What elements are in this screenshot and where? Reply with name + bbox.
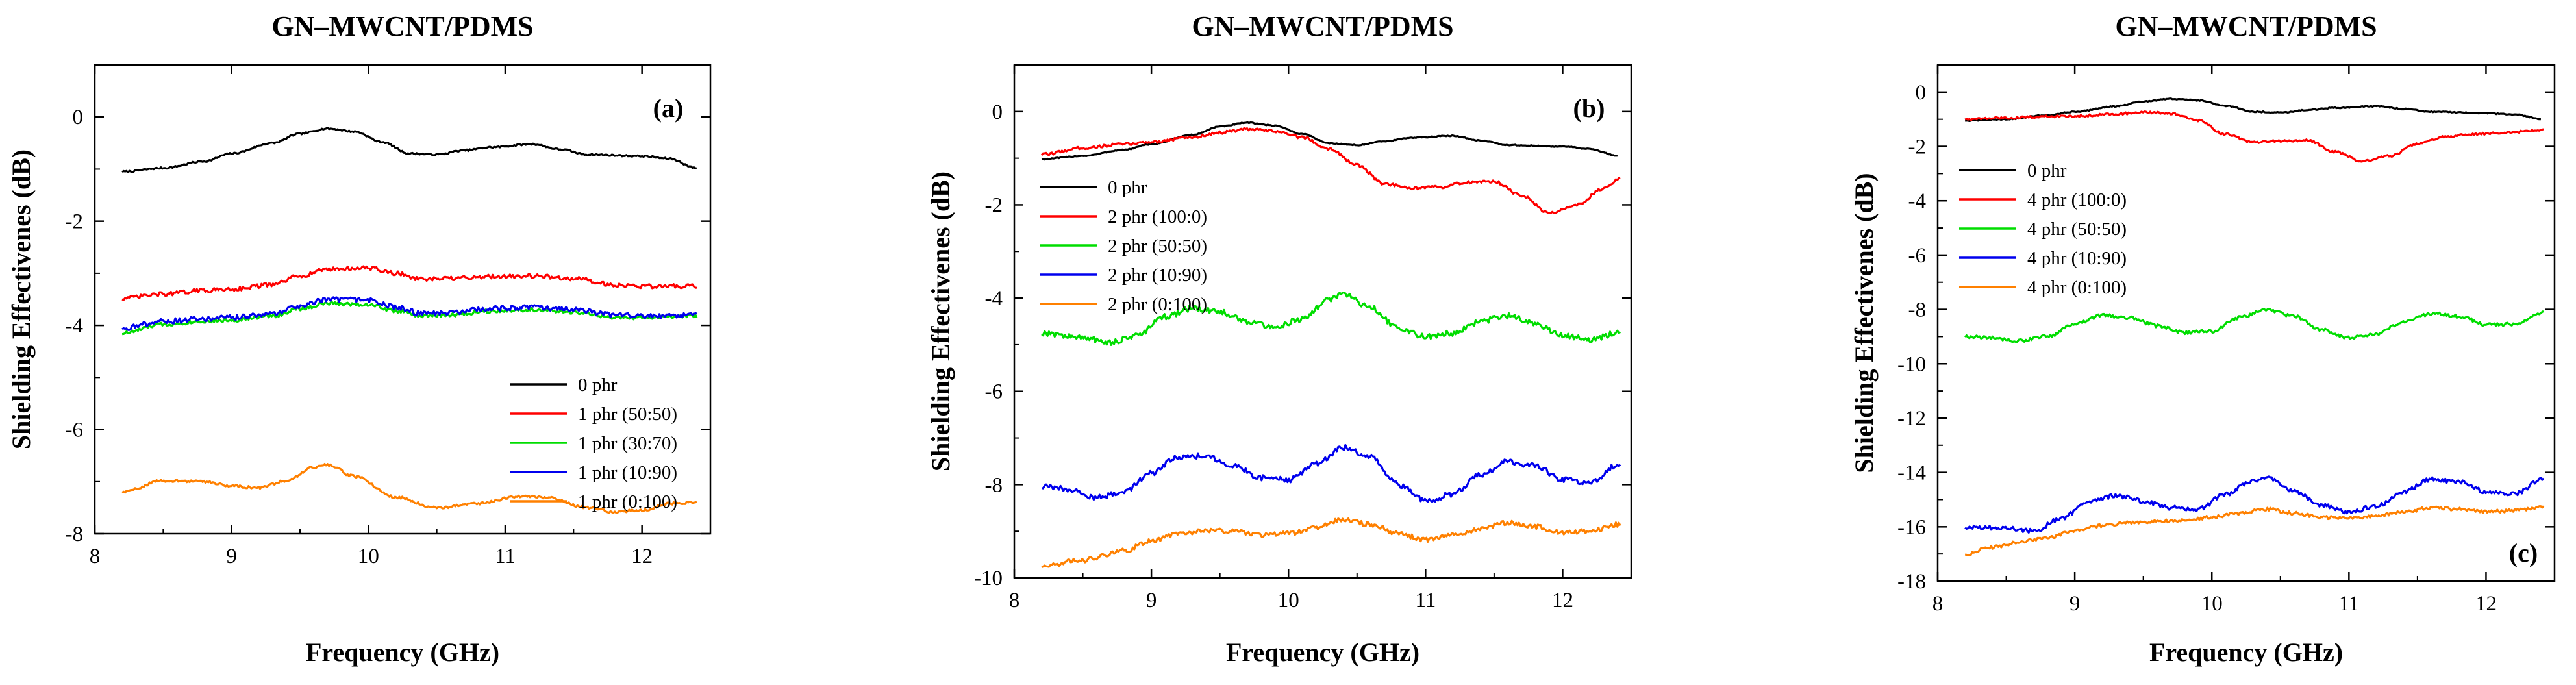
y-tick-label: -8 xyxy=(66,523,84,546)
series-line-2 xyxy=(1040,127,1621,214)
y-tick-label: -8 xyxy=(1908,299,1927,322)
x-tick-label: 9 xyxy=(1146,589,1157,612)
chart-title: GN–MWCNT/PDMS xyxy=(271,10,533,42)
legend-label: 2 phr (50:50) xyxy=(1108,236,1207,256)
legend: 0 phr 1 phr (50:50) 1 phr (30:70) 1 phr (10… xyxy=(510,375,677,512)
x-tick-label: 9 xyxy=(226,545,237,568)
panel-label: (b) xyxy=(1573,93,1605,123)
plot-frame xyxy=(94,64,712,535)
legend-label: 4 phr (0:100) xyxy=(2027,277,2127,298)
legend-label: 1 phr (0:100) xyxy=(578,492,677,512)
panel-label: (c) xyxy=(2509,538,2538,567)
chart-panel-1: GN–MWCNT/PDMS 8 9 10 11 12 -8 -6 -4 -2 0 Frequency … xyxy=(6,10,712,667)
y-tick-label: -10 xyxy=(974,567,1003,590)
plot-frame xyxy=(1936,64,2556,582)
series-line-2 xyxy=(121,265,697,301)
y-tick-label: -2 xyxy=(985,193,1003,217)
x-tick-label: 12 xyxy=(631,545,653,568)
y-tick-label: -8 xyxy=(985,473,1003,497)
series-line-1 xyxy=(121,127,697,173)
panel-label: (a) xyxy=(653,93,684,123)
x-tick-label: 12 xyxy=(2475,592,2497,616)
x-tick-label: 11 xyxy=(495,545,516,568)
y-axis-title: Shielding Effectivenes (dB) xyxy=(1849,173,1879,473)
legend-label: 0 phr xyxy=(2027,160,2067,181)
y-tick-label: -10 xyxy=(1897,353,1926,376)
y-axis-title: Shielding Effectivenes (dB) xyxy=(6,149,36,449)
y-tick-label: -12 xyxy=(1897,407,1926,430)
legend-label: 1 phr (50:50) xyxy=(578,404,677,425)
x-tick-label: 11 xyxy=(1415,589,1436,612)
x-tick-label: 8 xyxy=(90,545,101,568)
series-line-4 xyxy=(1964,475,2545,534)
series-line-5 xyxy=(1964,505,2545,556)
legend-label: 4 phr (100:0) xyxy=(2027,190,2127,210)
legend-label: 1 phr (10:90) xyxy=(578,462,677,483)
x-axis-title: Frequency (GHz) xyxy=(2149,638,2343,667)
legend-label: 4 phr (50:50) xyxy=(2027,219,2127,240)
legend-label: 0 phr xyxy=(578,375,618,395)
y-tick-label: -4 xyxy=(985,287,1003,310)
series-line-2 xyxy=(1964,110,2544,163)
series-line-3 xyxy=(1041,292,1621,347)
y-tick-label: -14 xyxy=(1897,462,1926,485)
y-tick-label: 0 xyxy=(73,106,84,129)
series-line-4 xyxy=(1041,443,1621,503)
y-tick-label: -2 xyxy=(66,210,84,234)
plot-frame xyxy=(1013,64,1632,579)
y-tick-label: -6 xyxy=(1908,244,1927,268)
x-tick-label: 10 xyxy=(2201,592,2223,616)
y-tick-label: -2 xyxy=(1908,136,1927,159)
chart-title: GN–MWCNT/PDMS xyxy=(2115,10,2377,42)
y-tick-label: 0 xyxy=(992,101,1003,124)
x-axis-title: Frequency (GHz) xyxy=(1226,638,1419,667)
x-axis-title: Frequency (GHz) xyxy=(306,638,499,667)
x-tick-label: 8 xyxy=(1932,592,1944,616)
x-tick-label: 11 xyxy=(2338,592,2359,616)
y-tick-label: -6 xyxy=(985,380,1003,404)
y-tick-label: 0 xyxy=(1916,81,1927,105)
y-tick-label: -4 xyxy=(66,314,84,338)
series-line-3 xyxy=(1964,308,2544,343)
legend-label: 1 phr (30:70) xyxy=(578,433,677,454)
chart-panel-2: GN–MWCNT/PDMS 8 9 10 11 12 -10 -8 -6 -4 -2 0 Frequen… xyxy=(926,10,1632,667)
legend: 0 phr 4 phr (100:0) 4 phr (50:50) 4 phr (10… xyxy=(1959,160,2127,298)
y-tick-label: -6 xyxy=(66,419,84,442)
chart-title: GN–MWCNT/PDMS xyxy=(1192,10,1453,42)
series-line-5 xyxy=(121,462,697,514)
x-tick-label: 10 xyxy=(1278,589,1299,612)
x-tick-label: 8 xyxy=(1009,589,1020,612)
series-line-4 xyxy=(121,296,697,331)
y-tick-label: -18 xyxy=(1897,570,1926,593)
series-line-5 xyxy=(1041,517,1621,568)
x-tick-label: 10 xyxy=(358,545,379,568)
y-tick-label: -4 xyxy=(1908,190,1927,213)
y-tick-label: -16 xyxy=(1897,516,1926,539)
series-line-1 xyxy=(1964,97,2541,122)
legend-label: 2 phr (0:100) xyxy=(1108,294,1207,315)
legend-label: 2 phr (10:90) xyxy=(1108,265,1207,286)
legend: 0 phr 2 phr (100:0) 2 phr (50:50) 2 phr (10… xyxy=(1040,177,1207,315)
y-axis-title: Shielding Effectivenes (dB) xyxy=(926,171,955,471)
chart-panel-3: GN–MWCNT/PDMS 8 9 10 11 12 -18 -16 -14 -12 -10 -8 -6… xyxy=(1849,10,2556,667)
x-tick-label: 12 xyxy=(1552,589,1573,612)
legend-label: 0 phr xyxy=(1108,177,1147,198)
series-line-1 xyxy=(1041,121,1618,161)
x-tick-label: 9 xyxy=(2070,592,2081,616)
legend-label: 2 phr (100:0) xyxy=(1108,206,1207,227)
legend-label: 4 phr (10:90) xyxy=(2027,248,2127,269)
